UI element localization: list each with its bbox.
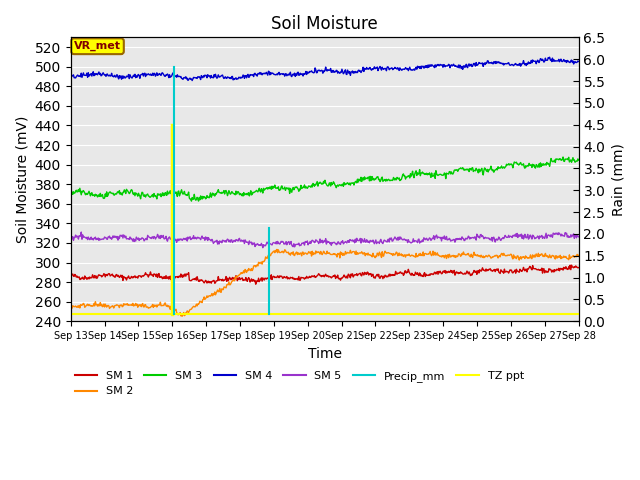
Y-axis label: Rain (mm): Rain (mm) — [611, 143, 625, 216]
Text: VR_met: VR_met — [74, 41, 121, 51]
X-axis label: Time: Time — [308, 347, 342, 360]
Title: Soil Moisture: Soil Moisture — [271, 15, 378, 33]
Legend: SM 1, SM 2, SM 3, SM 4, SM 5, Precip_mm, TZ ppt: SM 1, SM 2, SM 3, SM 4, SM 5, Precip_mm,… — [70, 366, 528, 401]
Y-axis label: Soil Moisture (mV): Soil Moisture (mV) — [15, 116, 29, 243]
